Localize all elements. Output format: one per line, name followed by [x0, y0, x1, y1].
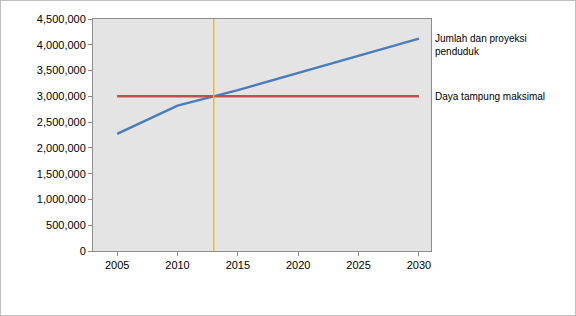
svg-text:2010: 2010: [165, 259, 189, 271]
svg-text:4,500,000: 4,500,000: [37, 13, 86, 25]
svg-text:Daya tampung maksimal: Daya tampung maksimal: [435, 91, 545, 102]
svg-text:500,000: 500,000: [46, 219, 86, 231]
svg-text:2,000,000: 2,000,000: [37, 142, 86, 154]
svg-text:2,500,000: 2,500,000: [37, 116, 86, 128]
svg-text:2030: 2030: [407, 259, 431, 271]
svg-text:3,000,000: 3,000,000: [37, 90, 86, 102]
svg-text:Jumlah dan proyeksipenduduk: Jumlah dan proyeksipenduduk: [435, 33, 527, 57]
svg-text:2005: 2005: [105, 259, 129, 271]
svg-text:1,500,000: 1,500,000: [37, 168, 86, 180]
svg-text:1,000,000: 1,000,000: [37, 193, 86, 205]
svg-text:3,500,000: 3,500,000: [37, 64, 86, 76]
svg-text:2020: 2020: [286, 259, 310, 271]
svg-text:2015: 2015: [226, 259, 250, 271]
svg-text:4,000,000: 4,000,000: [37, 39, 86, 51]
svg-text:2025: 2025: [346, 259, 370, 271]
svg-text:0: 0: [80, 245, 86, 257]
